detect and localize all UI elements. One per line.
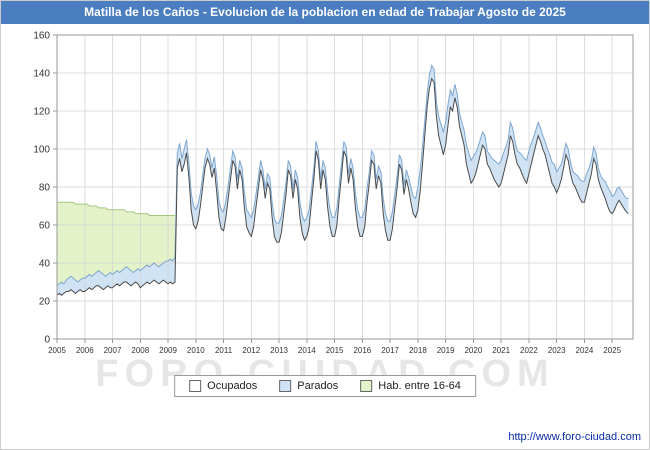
x-tick-label: 2009 — [159, 346, 177, 355]
legend-swatch-ocupados — [189, 380, 202, 392]
legend-swatch-hab-16-64 — [360, 380, 373, 392]
x-tick-label: 2017 — [381, 346, 399, 355]
series-line-ocupados — [56, 77, 629, 296]
legend-item-ocupados: Ocupados — [189, 380, 257, 392]
x-tick-label: 2008 — [131, 346, 149, 355]
x-tick-label: 2007 — [104, 346, 122, 355]
x-tick-label: 2025 — [603, 346, 621, 355]
legend-label-ocupados: Ocupados — [207, 380, 258, 392]
y-tick-label: 20 — [39, 297, 51, 308]
x-tick-label: 2019 — [437, 346, 455, 355]
x-tick-label: 2015 — [326, 346, 344, 355]
legend-item-parados: Parados — [279, 380, 338, 392]
y-tick-label: 120 — [33, 107, 50, 118]
y-tick-label: 40 — [39, 259, 51, 270]
x-tick-label: 2011 — [215, 346, 233, 355]
y-tick-label: 60 — [39, 221, 51, 232]
legend-swatch-parados — [279, 380, 292, 392]
x-tick-label: 2012 — [242, 346, 260, 355]
legend-label-parados: Parados — [297, 380, 339, 392]
series-line-hab-16-64 — [57, 201, 175, 216]
y-tick-label: 100 — [33, 145, 50, 156]
x-tick-label: 2022 — [520, 346, 538, 355]
legend-label-hab-16-64: Hab. entre 16-64 — [378, 380, 461, 392]
x-tick-label: 2010 — [187, 346, 205, 355]
legend-item-hab-16-64: Hab. entre 16-64 — [360, 380, 461, 392]
x-tick-label: 2020 — [464, 346, 482, 355]
y-tick-label: 80 — [39, 183, 51, 194]
x-tick-label: 2018 — [409, 346, 427, 355]
y-tick-label: 160 — [33, 31, 50, 42]
x-tick-label: 2006 — [76, 346, 94, 355]
x-tick-label: 2005 — [48, 346, 66, 355]
legend: Ocupados Parados Hab. entre 16-64 — [174, 375, 476, 397]
series-line-parados — [56, 64, 629, 287]
y-tick-label: 0 — [44, 335, 50, 346]
x-tick-label: 2016 — [353, 346, 371, 355]
footer-url[interactable]: http://www.foro-ciudad.com — [508, 431, 641, 443]
chart-title: Matilla de los Caños - Evolucion de la p… — [1, 1, 649, 24]
axis-labels: 0 20 40 60 80 100 120 140 160 2005 2006 2007 2008 200… — [33, 31, 621, 356]
x-tick-label: 2014 — [298, 346, 316, 355]
x-tick-label: 2024 — [576, 346, 594, 355]
x-tick-label: 2013 — [270, 346, 288, 355]
series-area-ocupados — [57, 78, 629, 339]
x-tick-label: 2023 — [548, 346, 566, 355]
y-tick-label: 140 — [33, 69, 50, 80]
x-tick-label: 2021 — [492, 346, 510, 355]
